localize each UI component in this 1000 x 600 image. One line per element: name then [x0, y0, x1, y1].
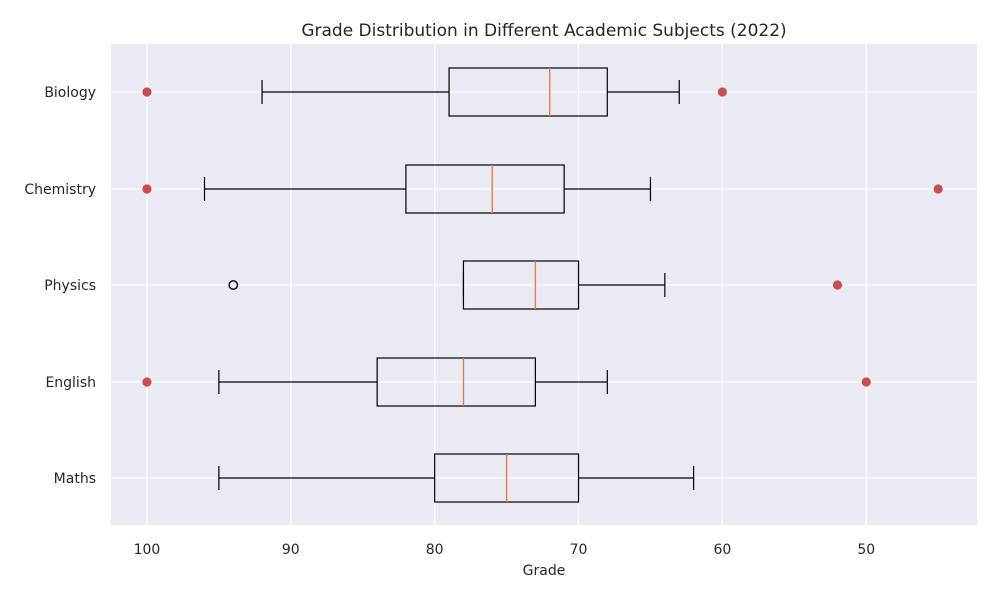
x-tick-label: 70	[570, 542, 588, 558]
box	[376, 357, 536, 407]
ticks-layer: 100 90 80 70 60 50 Biology Chemistry Physics Engl…	[24, 85, 875, 558]
outlier-point	[142, 87, 152, 97]
y-tick-label: Chemistry	[24, 182, 96, 198]
y-tick-label: Biology	[44, 85, 96, 101]
box	[448, 67, 608, 117]
y-tick-label: English	[45, 375, 96, 391]
box	[462, 260, 580, 310]
outlier-point	[142, 184, 152, 194]
flier-point	[228, 280, 239, 290]
marks-layer	[142, 67, 943, 503]
y-tick-label: Maths	[54, 471, 96, 487]
outlier-point	[717, 87, 727, 97]
boxplot-maths	[218, 453, 695, 503]
outlier-point	[142, 377, 152, 387]
x-tick-label: 90	[282, 542, 300, 558]
x-tick-label: 50	[857, 542, 875, 558]
x-tick-label: 60	[713, 542, 731, 558]
x-axis-label: Grade	[523, 563, 566, 579]
x-tick-label: 80	[426, 542, 444, 558]
boxplot-chemistry	[142, 164, 943, 214]
boxplot-biology	[142, 67, 727, 117]
x-tick-label: 100	[134, 542, 161, 558]
y-tick-label: Physics	[44, 278, 96, 294]
outlier-point	[933, 184, 943, 194]
outlier-point	[861, 377, 871, 387]
boxplot-english	[142, 357, 871, 407]
outlier-point	[832, 280, 843, 290]
chart-title: Grade Distribution in Different Academic…	[301, 21, 786, 41]
boxplot-physics	[228, 260, 843, 310]
box	[405, 164, 565, 214]
